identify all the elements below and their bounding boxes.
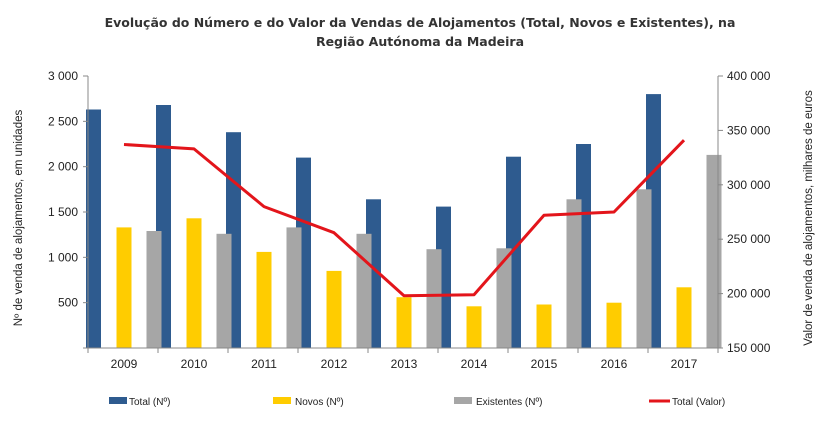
line-total-valor [123, 139, 686, 298]
bar-novos-n-2010 [186, 218, 202, 348]
chart-title: Evolução do Número e do Valor da Vendas … [105, 15, 736, 49]
legend-label-total-n: Total (Nº) [129, 397, 170, 408]
y-tick-label: 1 500 [48, 205, 78, 219]
y2-tick-label: 300 000 [727, 178, 771, 192]
bar-existentes-n-2010 [216, 233, 232, 348]
y2-tick-label: 400 000 [727, 69, 771, 83]
bar-novos-n-2012 [326, 270, 342, 348]
bar-novos-n-2009 [116, 227, 132, 348]
bar-existentes-n-2011 [286, 227, 302, 348]
legend-label-novos-n: Novos (Nº) [295, 397, 344, 408]
legend: Total (Nº) Novos (Nº) Existentes (Nº) Total… [109, 397, 725, 408]
bar-existentes-n-2017 [706, 154, 722, 348]
x-tick-label-2010: 2010 [181, 357, 208, 371]
legend-label-existentes-n: Existentes (Nº) [476, 397, 542, 408]
y-axis-label: Nº de venda de alojamentos, em unidades [13, 110, 25, 327]
x-tick-label-2013: 2013 [391, 357, 418, 371]
y-tick-label: 2 000 [48, 160, 78, 174]
y2-tick-label: 350 000 [727, 123, 771, 137]
bar-existentes-n-2013 [426, 249, 442, 348]
x-tick-label-2016: 2016 [601, 357, 628, 371]
legend-label-total-valor: Total (Valor) [672, 397, 725, 408]
y-tick-label: 2 500 [48, 114, 78, 128]
y2-axis-label: Valor de venda de alojamentos, milhares … [803, 90, 815, 346]
legend-swatch-total-n [109, 397, 127, 404]
bar-novos-n-2013 [396, 297, 412, 348]
y-tick-label: 500 [58, 296, 78, 310]
x-tick-label-2017: 2017 [671, 357, 698, 371]
plot-area [86, 94, 722, 348]
y2-tick-label: 200 000 [727, 287, 771, 301]
legend-swatch-existentes-n [454, 397, 472, 404]
bar-novos-n-2015 [536, 304, 552, 348]
bar-novos-n-2011 [256, 251, 272, 348]
y2-tick-label: 150 000 [727, 341, 771, 355]
bar-existentes-n-2012 [356, 233, 372, 348]
chart-title-line-1: Evolução do Número e do Valor da Vendas … [105, 15, 736, 30]
bar-total-n-2009 [86, 109, 101, 348]
x-tick-label-2011: 2011 [251, 357, 277, 371]
bar-existentes-n-2016 [636, 189, 652, 348]
bar-existentes-n-2015 [566, 199, 582, 348]
bar-novos-n-2014 [466, 306, 482, 348]
x-tick-label-2012: 2012 [321, 357, 348, 371]
chart-title-line-2: Região Autónoma da Madeira [316, 34, 524, 49]
bar-novos-n-2016 [606, 302, 622, 348]
y2-tick-label: 250 000 [727, 232, 771, 246]
y-tick-label: 3 000 [48, 69, 78, 83]
x-tick-label-2009: 2009 [111, 357, 138, 371]
axes: 500 1 000 1 500 2 000 2 500 3 000 150 000 200 0… [48, 69, 771, 371]
x-tick-label-2015: 2015 [531, 357, 558, 371]
x-tick-label-2014: 2014 [461, 357, 488, 371]
bar-existentes-n-2014 [496, 248, 512, 348]
bar-existentes-n-2009 [146, 231, 162, 348]
bar-novos-n-2017 [676, 287, 692, 348]
legend-swatch-novos-n [273, 397, 291, 404]
y-tick-label: 1 000 [48, 250, 78, 264]
